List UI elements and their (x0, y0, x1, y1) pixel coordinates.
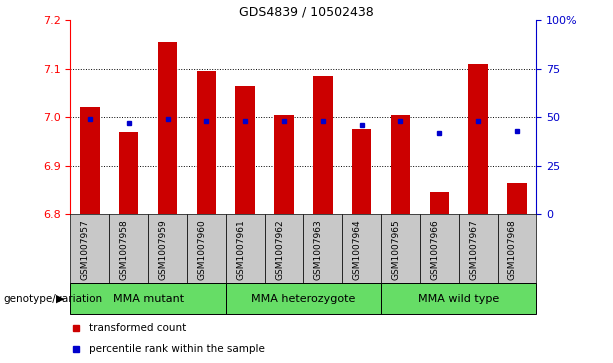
Bar (70, 214, 109, 283)
Bar (119, 132, 139, 214)
Text: MMA heterozygote: MMA heterozygote (251, 294, 356, 303)
Bar (275, 115, 294, 214)
Text: GSM1007962: GSM1007962 (275, 220, 284, 280)
Bar (70, 283, 226, 314)
Text: GSM1007960: GSM1007960 (197, 220, 207, 281)
Bar (313, 76, 333, 214)
Bar (226, 283, 381, 314)
Bar (197, 71, 216, 214)
Bar (381, 283, 536, 314)
Text: GSM1007959: GSM1007959 (159, 220, 167, 281)
Bar (430, 192, 449, 214)
Bar (459, 214, 498, 283)
Text: GDS4839 / 10502438: GDS4839 / 10502438 (239, 5, 374, 19)
Bar (391, 115, 410, 214)
Bar (187, 214, 226, 283)
Bar (158, 42, 177, 214)
Text: GSM1007967: GSM1007967 (469, 220, 478, 281)
Bar (381, 214, 420, 283)
Text: GSM1007966: GSM1007966 (430, 220, 440, 281)
Text: genotype/variation: genotype/variation (3, 294, 102, 303)
Text: ▶: ▶ (56, 294, 64, 303)
Bar (498, 214, 536, 283)
Bar (235, 86, 255, 214)
Bar (265, 214, 303, 283)
Bar (468, 64, 488, 214)
Bar (420, 214, 459, 283)
Text: percentile rank within the sample: percentile rank within the sample (89, 344, 265, 354)
Text: MMA mutant: MMA mutant (113, 294, 184, 303)
Text: GSM1007958: GSM1007958 (120, 220, 129, 281)
Text: GSM1007963: GSM1007963 (314, 220, 323, 281)
Text: transformed count: transformed count (89, 323, 186, 333)
Text: GSM1007965: GSM1007965 (392, 220, 400, 281)
Bar (226, 214, 265, 283)
Text: GSM1007957: GSM1007957 (81, 220, 90, 281)
Bar (352, 129, 371, 214)
Bar (342, 214, 381, 283)
Bar (303, 214, 342, 283)
Bar (109, 214, 148, 283)
Bar (80, 107, 99, 214)
Text: GSM1007964: GSM1007964 (352, 220, 362, 280)
Text: MMA wild type: MMA wild type (418, 294, 500, 303)
Bar (148, 214, 187, 283)
Text: GSM1007968: GSM1007968 (508, 220, 517, 281)
Bar (507, 183, 527, 214)
Text: GSM1007961: GSM1007961 (236, 220, 245, 281)
